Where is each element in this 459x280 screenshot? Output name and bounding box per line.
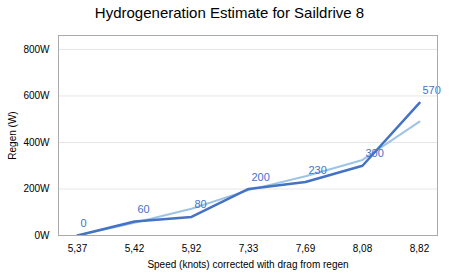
svg-text:80: 80 <box>195 198 207 210</box>
svg-text:200W: 200W <box>23 183 50 194</box>
svg-text:Speed (knots) corrected with d: Speed (knots) corrected with drag from r… <box>147 259 348 270</box>
svg-text:5,92: 5,92 <box>182 243 202 254</box>
svg-text:0W: 0W <box>35 230 51 241</box>
svg-text:Regen (W): Regen (W) <box>7 111 18 159</box>
svg-text:5,42: 5,42 <box>125 243 145 254</box>
svg-text:570: 570 <box>423 84 441 96</box>
svg-text:7,33: 7,33 <box>239 243 259 254</box>
svg-text:7,69: 7,69 <box>296 243 316 254</box>
svg-text:230: 230 <box>309 164 327 176</box>
svg-text:300: 300 <box>366 147 384 159</box>
svg-text:400W: 400W <box>23 137 50 148</box>
svg-text:60: 60 <box>138 203 150 215</box>
svg-text:8,08: 8,08 <box>353 243 373 254</box>
svg-text:5,37: 5,37 <box>68 243 88 254</box>
svg-text:600W: 600W <box>23 90 50 101</box>
svg-text:800W: 800W <box>23 44 50 55</box>
svg-text:8,82: 8,82 <box>410 243 430 254</box>
svg-text:200: 200 <box>252 171 270 183</box>
html-text:Hydrogeneration Estimate for S: Hydrogeneration Estimate for Saildrive 8 <box>94 4 365 21</box>
svg-text:0: 0 <box>81 217 87 229</box>
